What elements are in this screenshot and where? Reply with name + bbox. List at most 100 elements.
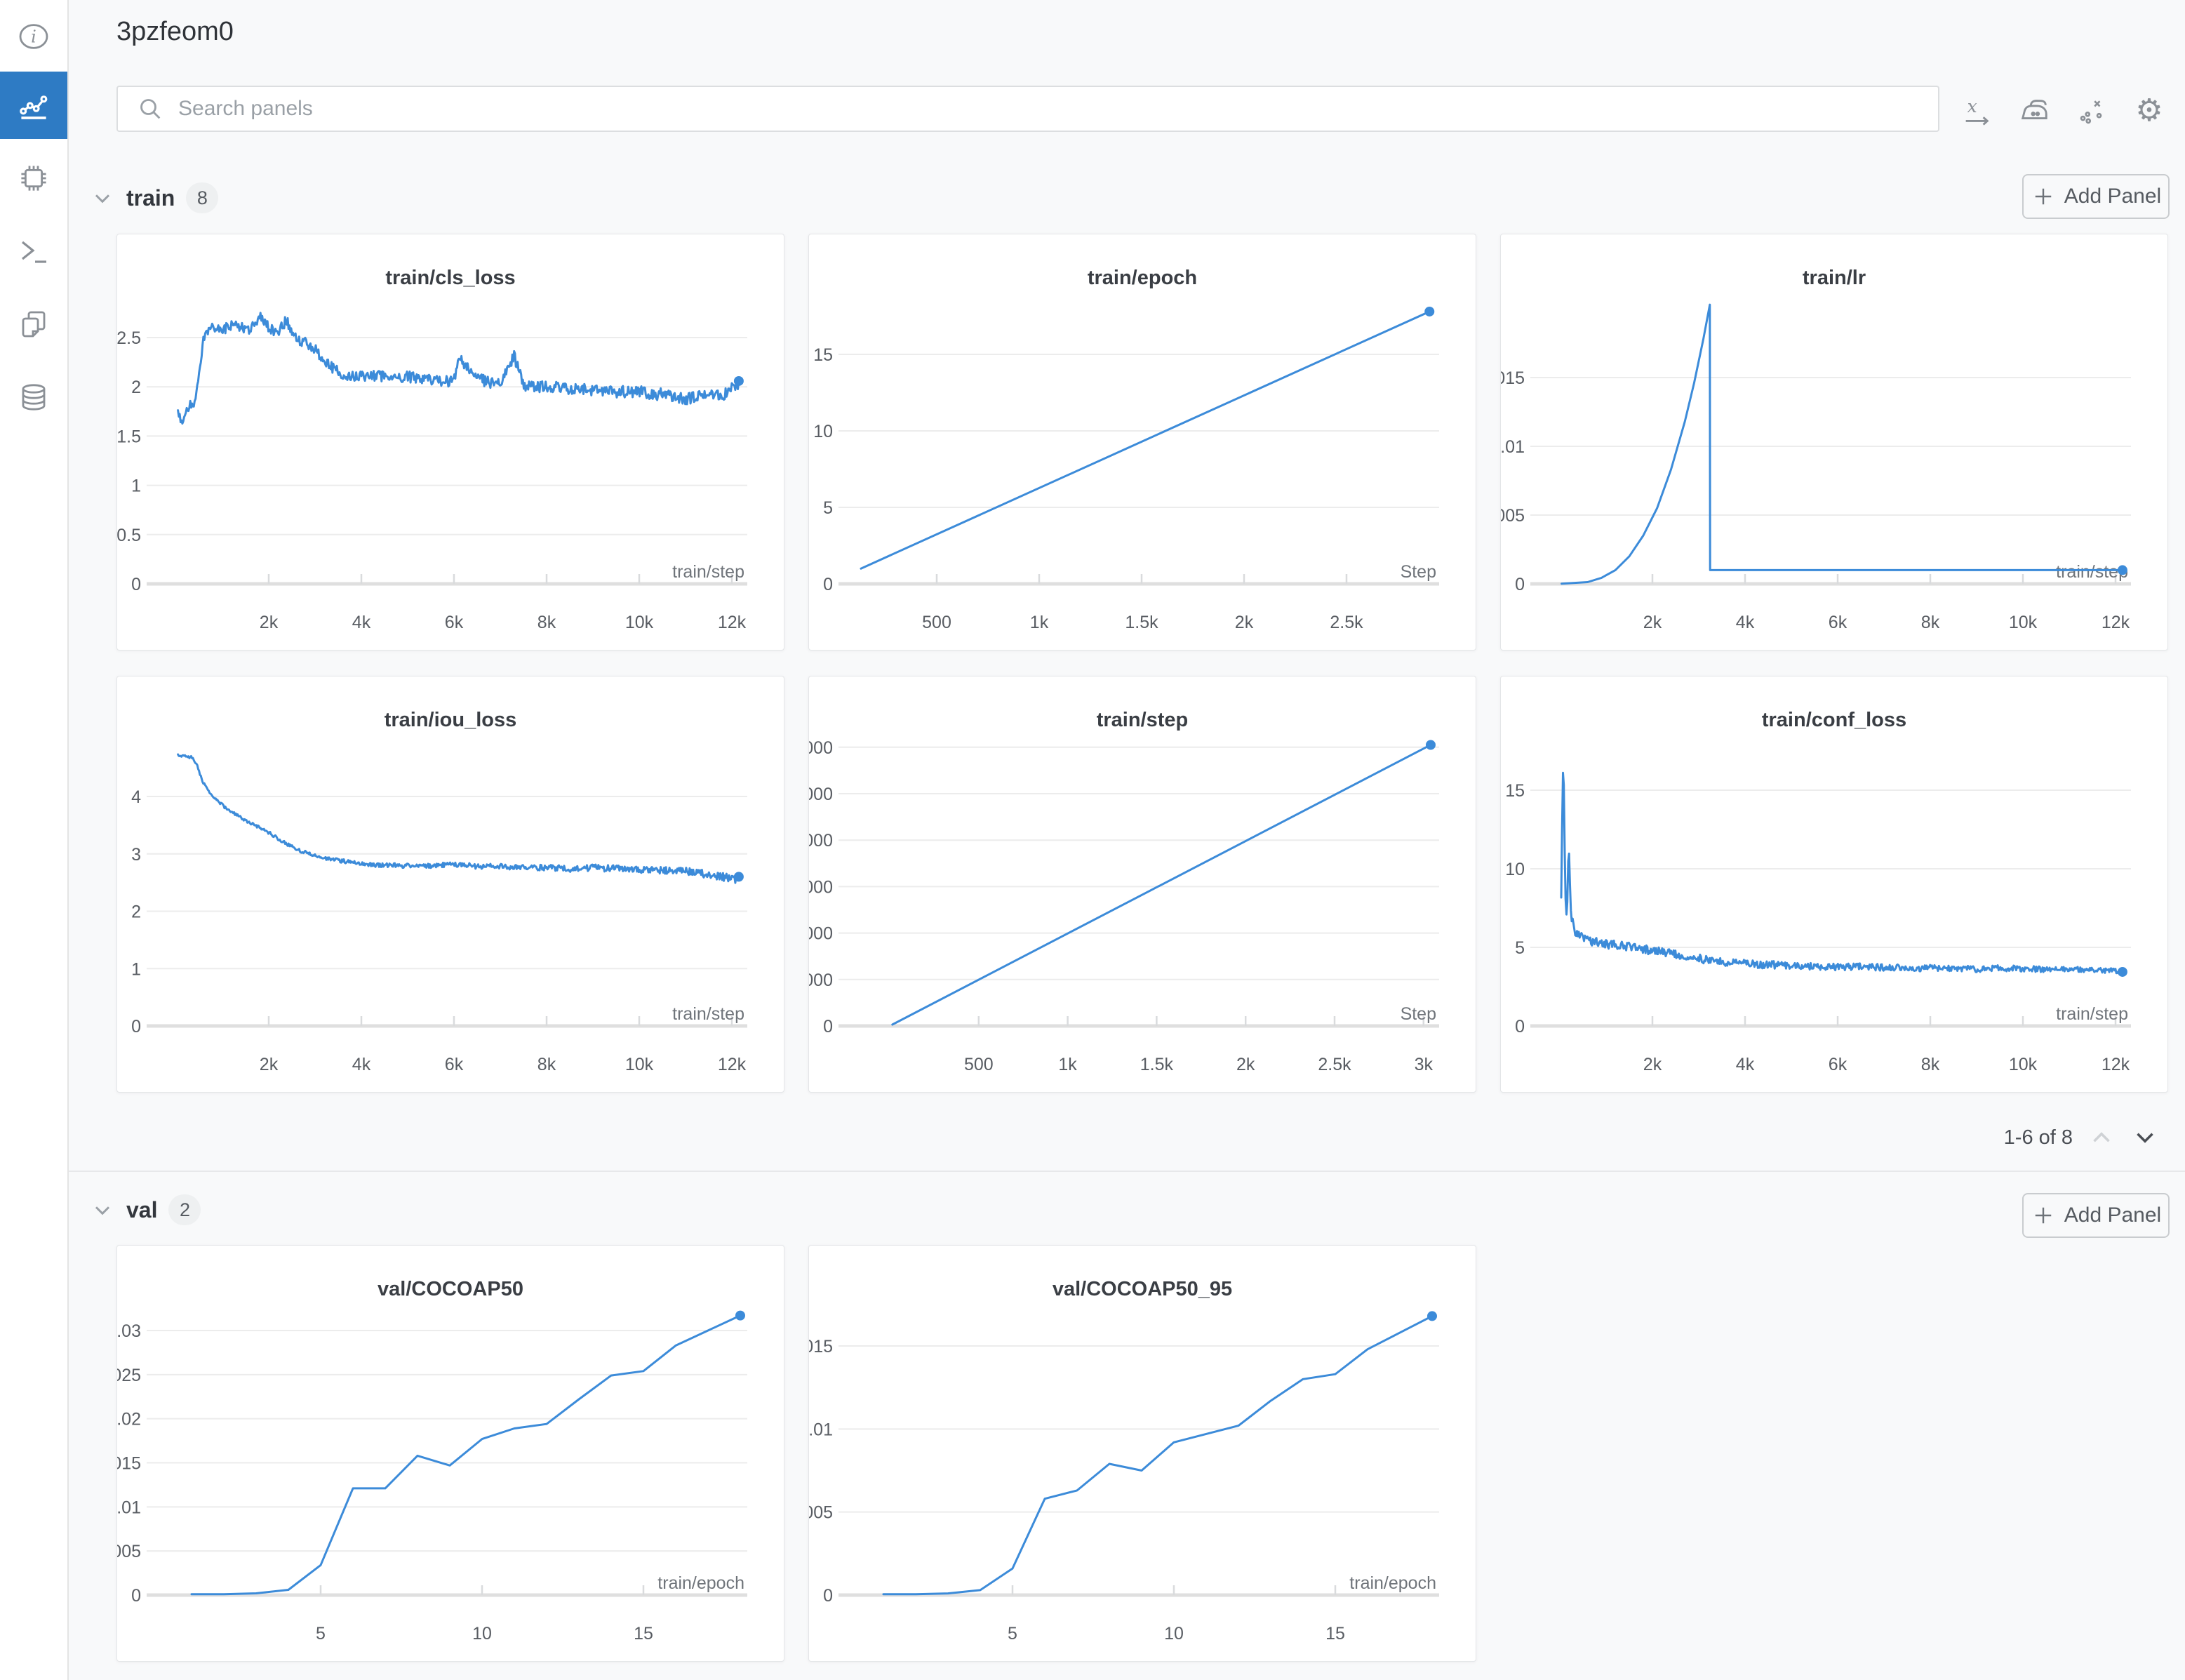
svg-text:10: 10 <box>813 422 833 441</box>
svg-text:0.01: 0.01 <box>809 1420 833 1439</box>
sidebar-item-logs[interactable] <box>0 218 67 285</box>
svg-text:2k: 2k <box>1236 1055 1255 1074</box>
svg-text:1.5k: 1.5k <box>1140 1055 1174 1074</box>
svg-text:8k: 8k <box>1921 1055 1940 1074</box>
svg-text:10k: 10k <box>2009 613 2038 632</box>
panel-title: val/COCOAP50_95 <box>1052 1278 1233 1300</box>
panel-card[interactable]: 0 5 10 15 2k 4k 6k 8k 10k 12k train/step train/con… <box>1500 676 2168 1093</box>
svg-text:12000: 12000 <box>809 738 833 758</box>
svg-text:0.015: 0.015 <box>1501 368 1525 388</box>
svg-text:train/step: train/step <box>672 562 744 582</box>
pagination-text: 1-6 of 8 <box>2003 1126 2073 1149</box>
panel-card[interactable]: 0 2000 4000 6000 8000 10000 12000 500 1k 1.5k 2k 2.… <box>808 676 1476 1093</box>
svg-text:0.005: 0.005 <box>117 1542 141 1561</box>
sidebar: i <box>0 0 69 1680</box>
svg-text:train/step: train/step <box>2056 562 2128 582</box>
gear-glyph: ⚙ <box>2135 93 2163 128</box>
svg-text:10000: 10000 <box>809 785 833 804</box>
svg-text:10: 10 <box>1505 860 1525 879</box>
svg-text:8k: 8k <box>537 1055 556 1074</box>
svg-text:15: 15 <box>634 1624 653 1644</box>
svg-text:12k: 12k <box>2102 1055 2130 1074</box>
chevron-down-icon[interactable] <box>2130 1123 2160 1152</box>
search-icon <box>140 99 161 119</box>
chart-svg: 0 2000 4000 6000 8000 10000 12000 500 1k 1.5k 2k 2.… <box>809 738 1439 1074</box>
svg-text:0: 0 <box>823 575 833 594</box>
settings-gear-icon[interactable]: ⚙ <box>2133 95 2165 127</box>
svg-text:12k: 12k <box>2102 613 2130 632</box>
svg-text:8k: 8k <box>537 613 556 632</box>
svg-text:15: 15 <box>1505 781 1525 801</box>
svg-text:i: i <box>31 27 36 47</box>
svg-text:2k: 2k <box>260 1055 279 1074</box>
svg-text:5: 5 <box>1008 1624 1017 1644</box>
toolbar: x <box>1960 95 2165 127</box>
svg-text:0.015: 0.015 <box>117 1453 141 1473</box>
files-icon <box>22 311 46 338</box>
chart-svg: 0 0.5 1 1.5 2 2.5 2k 4k 6k 8k 10k 12k train/step <box>117 312 747 632</box>
section-label-train: train <box>126 185 175 211</box>
svg-text:2: 2 <box>131 902 141 922</box>
svg-text:0: 0 <box>823 1017 833 1036</box>
plus-icon <box>2035 188 2052 205</box>
svg-text:0.02: 0.02 <box>117 1410 141 1429</box>
sidebar-item-files[interactable] <box>0 291 67 358</box>
panel-title: train/conf_loss <box>1761 709 1907 731</box>
svg-text:Step: Step <box>1401 562 1436 582</box>
sidebar-item-system[interactable] <box>0 145 67 212</box>
chevron-up-icon[interactable] <box>2087 1123 2116 1152</box>
chevron-down-icon[interactable] <box>90 185 115 211</box>
svg-text:1.5: 1.5 <box>117 427 141 446</box>
panel-card[interactable]: 0 0.005 0.01 0.015 5 10 15 train/epoch val/COCO… <box>808 1245 1476 1662</box>
svg-text:10k: 10k <box>2009 1055 2038 1074</box>
svg-text:2k: 2k <box>1643 613 1662 632</box>
sidebar-item-artifacts[interactable] <box>0 364 67 431</box>
add-panel-button-train[interactable]: Add Panel <box>2022 174 2170 219</box>
panel-card[interactable]: 0 1 2 3 4 2k 4k 6k 8k 10k 12k train/step train/iou_… <box>116 676 784 1093</box>
svg-text:0: 0 <box>131 1017 141 1036</box>
page-title: 3pzfeom0 <box>116 17 234 46</box>
svg-text:0.01: 0.01 <box>1501 437 1525 457</box>
panel-title: train/step <box>1096 709 1189 731</box>
panel-card[interactable]: 0 0.005 0.01 0.015 0.02 0.025 0.03 5 10 15 train/e… <box>116 1245 784 1662</box>
x-axis-icon[interactable]: x <box>1960 95 1993 127</box>
svg-text:6k: 6k <box>445 1055 464 1074</box>
svg-text:500: 500 <box>964 1055 994 1074</box>
chevron-down-icon[interactable] <box>90 1197 115 1222</box>
svg-text:4000: 4000 <box>809 924 833 944</box>
panel-card[interactable]: 0 5 10 15 500 1k 1.5k 2k 2.5k Step train/epoch <box>808 234 1476 651</box>
pagination: 1-6 of 8 <box>2004 1123 2160 1152</box>
svg-text:0.01: 0.01 <box>117 1498 141 1517</box>
svg-text:2.5: 2.5 <box>117 328 141 348</box>
svg-text:15: 15 <box>1325 1624 1345 1644</box>
svg-text:0: 0 <box>1515 1017 1525 1036</box>
sidebar-item-info[interactable]: i <box>0 3 67 70</box>
svg-text:10: 10 <box>1164 1624 1184 1644</box>
svg-text:0: 0 <box>131 575 141 594</box>
smoothing-iron-icon[interactable] <box>2018 95 2050 127</box>
svg-text:500: 500 <box>922 613 951 632</box>
panel-title: train/iou_loss <box>384 709 517 731</box>
database-icon <box>22 384 46 411</box>
svg-text:train/epoch: train/epoch <box>1349 1573 1436 1593</box>
svg-text:0: 0 <box>1515 575 1525 594</box>
panel-title: val/COCOAP50 <box>377 1278 523 1300</box>
svg-text:1: 1 <box>131 476 141 496</box>
svg-text:5: 5 <box>823 498 833 518</box>
add-panel-button-val[interactable]: Add Panel <box>2022 1193 2170 1238</box>
terminal-icon <box>22 241 46 263</box>
svg-text:4: 4 <box>131 787 141 807</box>
svg-text:6k: 6k <box>445 613 464 632</box>
search-input[interactable] <box>177 96 1938 121</box>
svg-text:0.005: 0.005 <box>1501 506 1525 526</box>
line-chart-icon <box>20 95 48 119</box>
panel-card[interactable]: 0 0.5 1 1.5 2 2.5 2k 4k 6k 8k 10k 12k train/step tra… <box>116 234 784 651</box>
sidebar-item-charts[interactable] <box>0 72 67 139</box>
svg-text:0.03: 0.03 <box>117 1321 141 1341</box>
outliers-icon[interactable] <box>2076 95 2108 127</box>
chart-svg: 0 0.005 0.01 0.015 5 10 15 train/epoch <box>809 1311 1439 1644</box>
svg-text:6k: 6k <box>1829 613 1847 632</box>
panel-card[interactable]: 00.0050.010.0152k4k6k8k10k12ktrain/step … <box>1500 234 2168 651</box>
section-header-val: val 2 <box>90 1194 201 1225</box>
svg-text:6000: 6000 <box>809 877 833 897</box>
